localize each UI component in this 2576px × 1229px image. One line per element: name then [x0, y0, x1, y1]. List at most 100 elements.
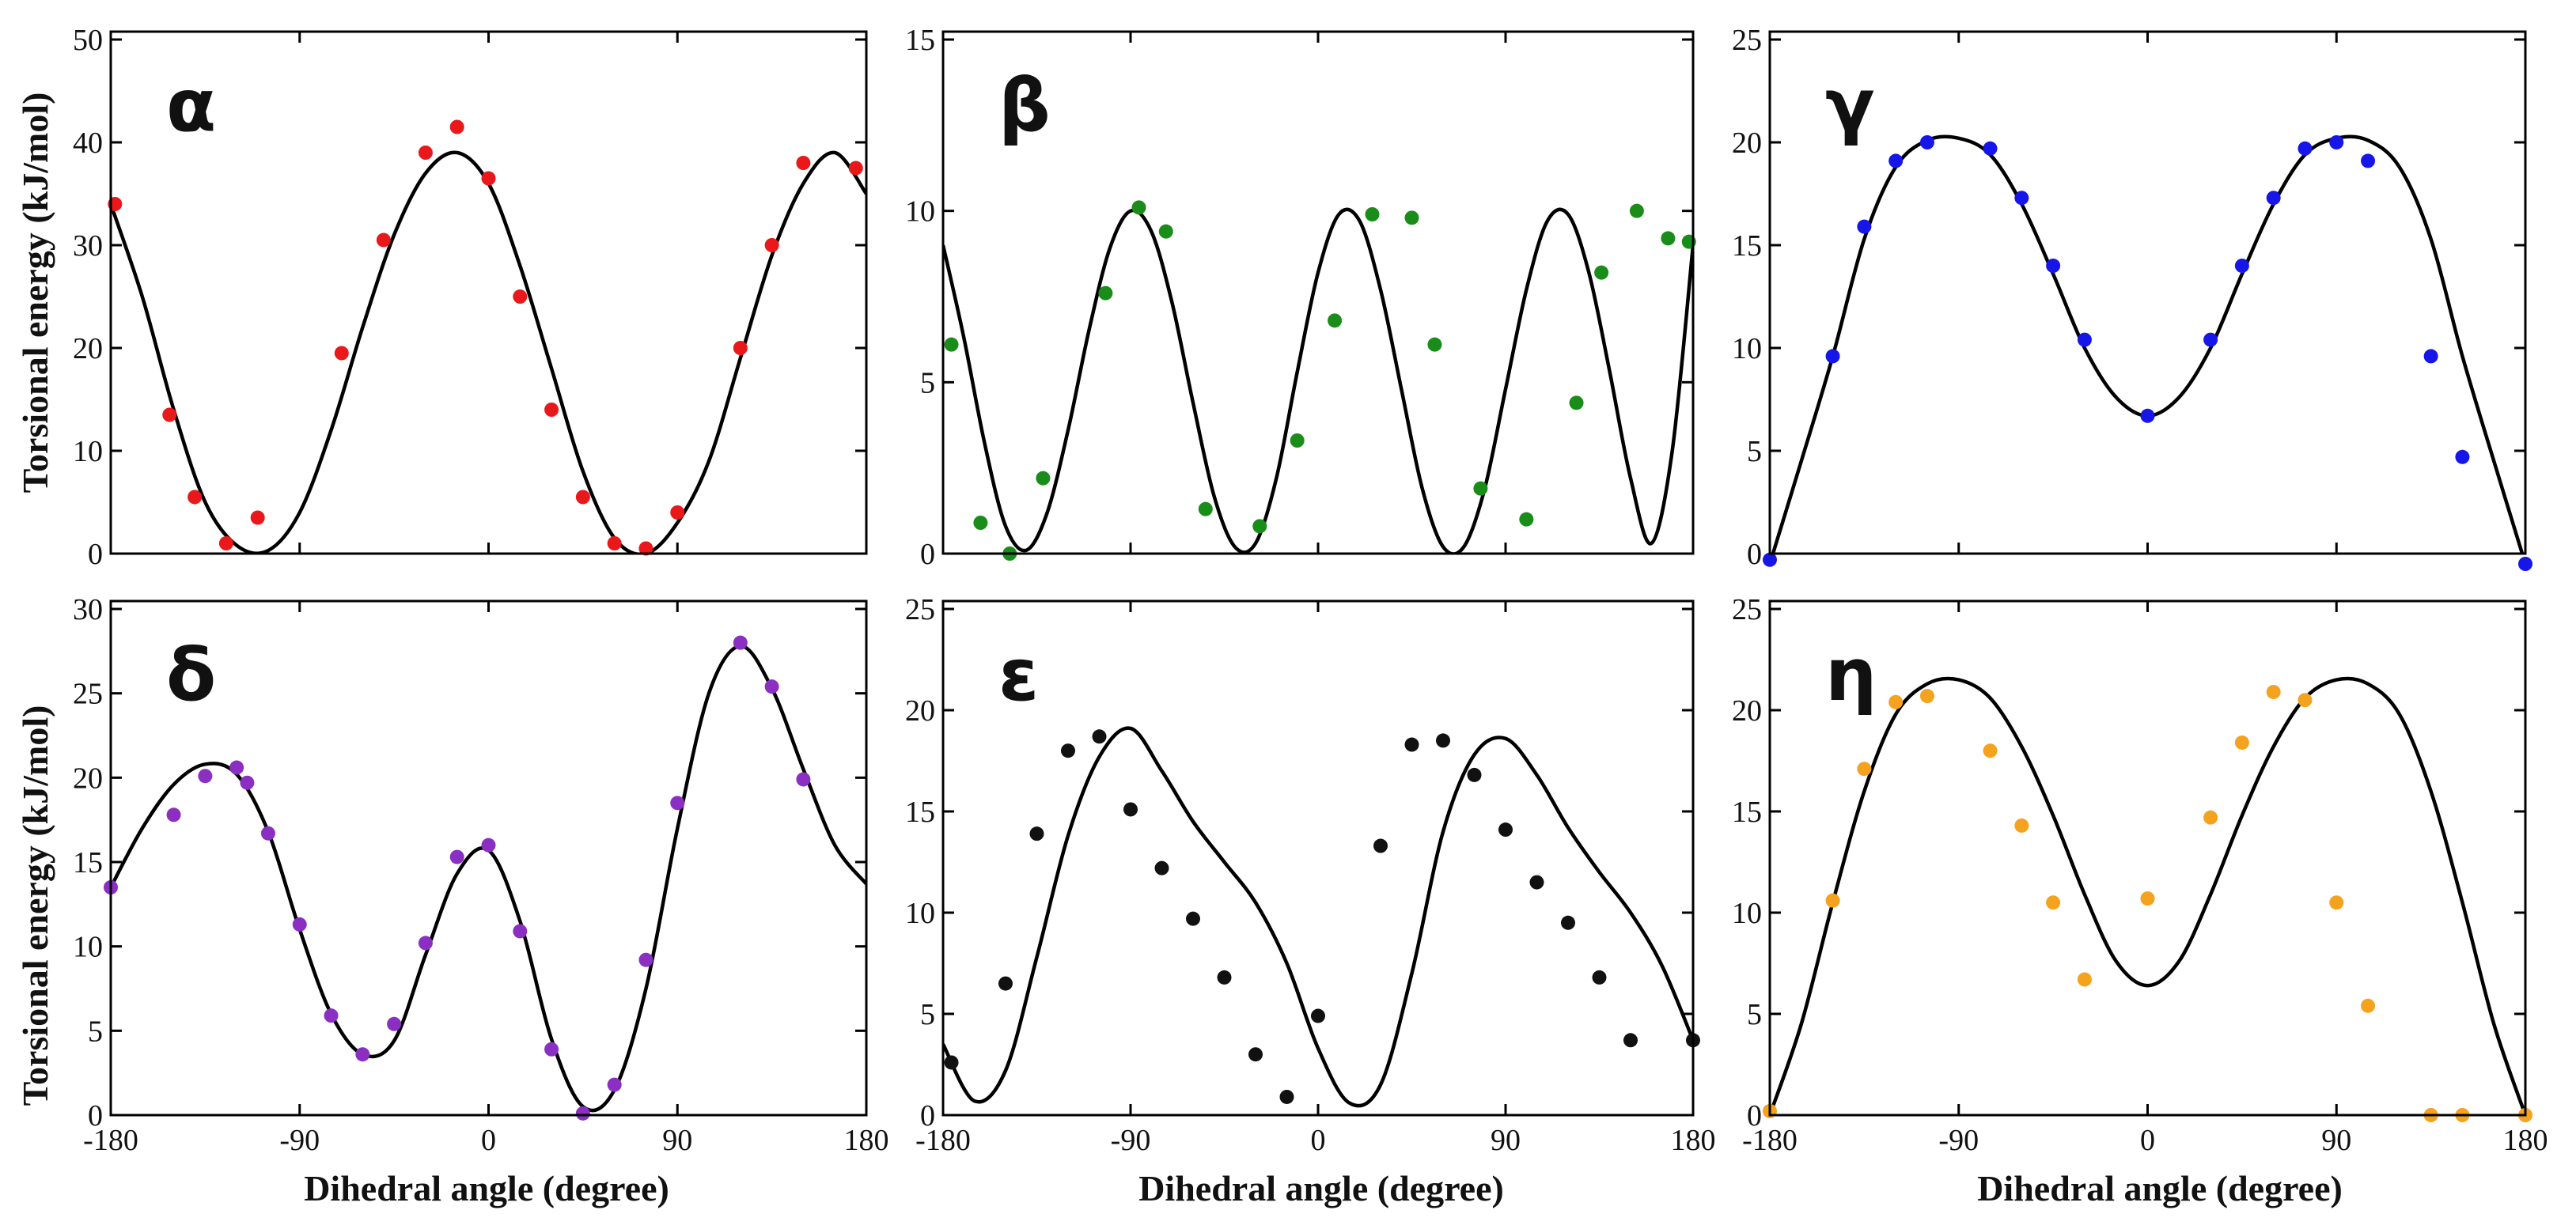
- y-tick-label: 15: [905, 796, 935, 829]
- y-tick-label: 25: [1732, 24, 1762, 57]
- y-tick-label: 15: [1732, 229, 1762, 263]
- y-tick-label: 30: [73, 593, 103, 626]
- x-tick-label: 180: [844, 1124, 889, 1157]
- plot-frame: [109, 599, 868, 1117]
- data-point: [1123, 802, 1138, 817]
- data-point: [1029, 826, 1044, 841]
- data-point: [1436, 733, 1450, 748]
- data-point: [449, 849, 464, 864]
- x-tick-label: -180: [915, 1124, 971, 1157]
- x-tick-label: 0: [1311, 1124, 1326, 1157]
- data-point: [848, 161, 863, 176]
- data-point: [670, 505, 685, 520]
- fit-curve: [1771, 134, 2525, 554]
- data-point: [944, 1055, 959, 1070]
- data-point: [638, 541, 653, 556]
- panel-label: ε: [998, 633, 1039, 717]
- data-point: [575, 1106, 590, 1121]
- data-point: [2077, 332, 2092, 347]
- chart-panel: 0 5 10 15 20 25 -180 -90 0 90 180 ε: [905, 593, 1716, 1157]
- data-point: [733, 341, 748, 355]
- data-point: [2361, 153, 2376, 168]
- data-point: [324, 1008, 339, 1023]
- data-point: [2518, 557, 2532, 571]
- data-point: [229, 760, 244, 775]
- fit-curve: [111, 150, 866, 554]
- data-point: [2140, 891, 2155, 906]
- y-tick-label: 50: [73, 24, 103, 57]
- data-point: [2203, 332, 2218, 347]
- data-point: [607, 1077, 622, 1092]
- x-tick-label: -180: [1742, 1124, 1798, 1157]
- data-point: [166, 807, 181, 822]
- data-point: [513, 924, 528, 939]
- data-point: [449, 119, 464, 134]
- data-point: [764, 679, 779, 694]
- data-point: [1661, 231, 1676, 246]
- data-point: [1888, 694, 1904, 709]
- x-tick-label: 0: [2140, 1124, 2155, 1157]
- plot-frame: [1768, 599, 2527, 1117]
- data-point: [2203, 810, 2218, 825]
- data-point: [1061, 743, 1075, 758]
- data-point: [2423, 349, 2438, 364]
- data-point: [2014, 191, 2029, 206]
- chart-panel: 0 5 10 15 20 25 γ: [1732, 24, 2532, 571]
- panel-label: α: [166, 63, 216, 148]
- y-tick-label: 15: [1732, 796, 1762, 829]
- data-point: [2046, 895, 2061, 910]
- data-point: [1252, 519, 1267, 534]
- data-point: [1311, 1008, 1325, 1023]
- data-point: [376, 233, 391, 248]
- x-axis-title-left: Dihedral angle (degree): [304, 1168, 669, 1208]
- data-point: [1036, 471, 1051, 486]
- data-point: [1623, 1033, 1638, 1048]
- x-tick-label: -180: [83, 1124, 138, 1157]
- y-axis-title-top: Torsional energy (kJ/mol): [15, 93, 55, 493]
- data-point: [1328, 313, 1343, 328]
- y-tick-label: 25: [905, 593, 935, 626]
- x-axis-title-right: Dihedral angle (degree): [1977, 1168, 2343, 1208]
- data-point: [1131, 200, 1146, 215]
- data-point: [670, 796, 685, 811]
- data-point: [2298, 141, 2313, 156]
- data-point: [1519, 512, 1534, 527]
- y-axis-title-bottom: Torsional energy (kJ/mol): [15, 705, 55, 1106]
- data-point: [1498, 822, 1513, 838]
- data-point: [544, 1042, 559, 1057]
- data-point: [1217, 970, 1232, 985]
- y-tick-label: 20: [73, 332, 103, 365]
- data-point: [764, 238, 779, 252]
- data-point: [481, 838, 496, 853]
- x-tick-label: -90: [1111, 1124, 1151, 1157]
- data-point: [1919, 135, 1934, 149]
- x-tick-label: 90: [2321, 1124, 2351, 1157]
- data-point: [260, 826, 275, 841]
- data-point: [1983, 141, 1998, 156]
- data-point: [998, 976, 1013, 991]
- data-point: [1825, 349, 1840, 364]
- panel-label: γ: [1825, 63, 1875, 148]
- y-tick-label: 5: [1747, 998, 1762, 1031]
- chart-panel: 0 10 20 30 40 50 α: [73, 24, 868, 571]
- y-tick-label: 10: [1732, 332, 1762, 365]
- chart-panel: 0 5 10 15 β: [905, 24, 1696, 571]
- data-point: [250, 510, 265, 525]
- data-point: [2234, 259, 2249, 273]
- y-tick-label: 20: [73, 762, 103, 795]
- y-tick-label: 25: [73, 678, 103, 711]
- data-point: [1365, 207, 1380, 221]
- x-tick-label: -90: [1938, 1124, 1979, 1157]
- data-point: [638, 952, 653, 967]
- data-point: [240, 775, 255, 790]
- y-tick-label: 10: [905, 195, 935, 229]
- y-tick-label: 15: [73, 846, 103, 879]
- y-tick-label: 0: [1747, 1099, 1762, 1133]
- data-point: [188, 490, 203, 505]
- panel-label: δ: [166, 633, 216, 717]
- data-point: [544, 403, 559, 417]
- data-point: [1825, 893, 1840, 908]
- y-tick-label: 0: [920, 538, 935, 571]
- x-tick-label: 180: [1671, 1124, 1716, 1157]
